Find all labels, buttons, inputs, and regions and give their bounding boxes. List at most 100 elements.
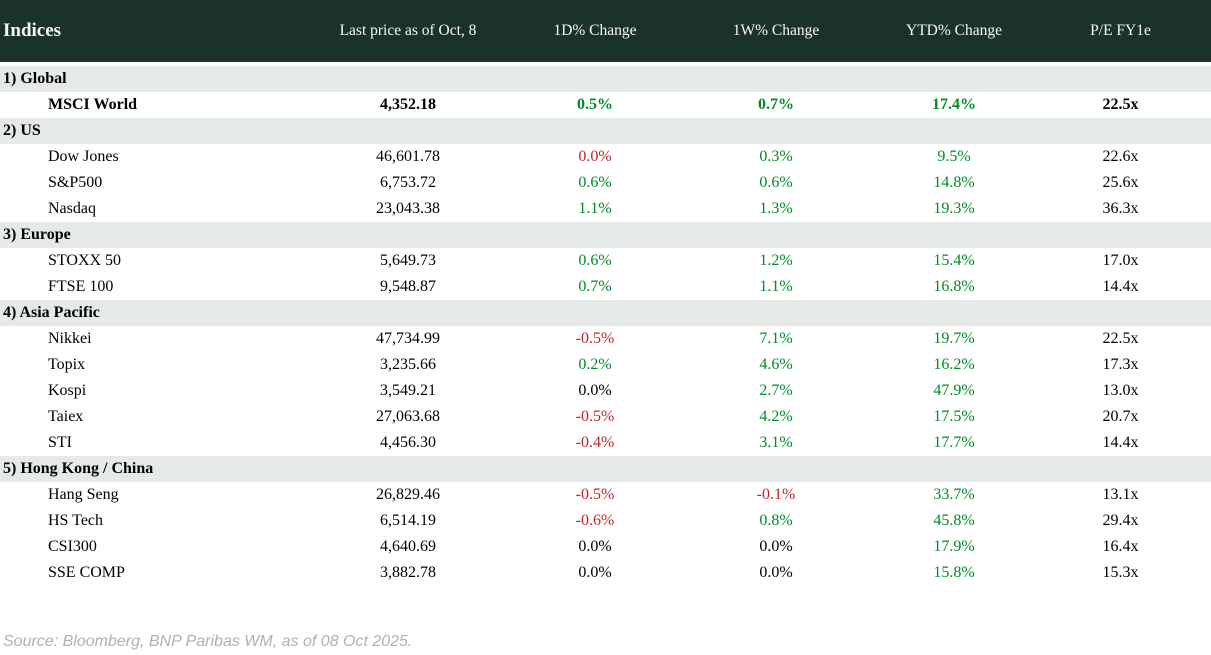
change-1w: 0.0% [759, 564, 793, 581]
change-ytd: 17.4% [932, 96, 976, 113]
change-ytd: 19.3% [933, 200, 975, 217]
index-name: STOXX 50 [48, 252, 122, 269]
change-1d: 0.6% [578, 252, 612, 269]
change-1d: -0.4% [575, 434, 615, 451]
pe-fy1e: 17.0x [1102, 252, 1139, 269]
table-row: Taiex 27,063.68 -0.5% 4.2% 17.5% 20.7x [0, 404, 1211, 430]
table-row: Nasdaq 23,043.38 1.1% 1.3% 19.3% 36.3x [0, 196, 1211, 222]
last-price: 4,456.30 [380, 434, 436, 451]
last-price: 3,549.21 [380, 382, 436, 399]
table-row: STOXX 50 5,649.73 0.6% 1.2% 15.4% 17.0x [0, 248, 1211, 274]
change-1w: 2.7% [759, 382, 793, 399]
change-ytd: 17.9% [933, 538, 975, 555]
last-price: 46,601.78 [376, 148, 440, 165]
table-row: CSI300 4,640.69 0.0% 0.0% 17.9% 16.4x [0, 534, 1211, 560]
change-1w: 1.2% [759, 252, 793, 269]
index-name: Nikkei [48, 330, 92, 347]
index-name: S&P500 [48, 174, 103, 191]
pe-fy1e: 25.6x [1102, 174, 1139, 191]
index-name: Hang Seng [48, 486, 119, 503]
last-price: 47,734.99 [376, 330, 440, 347]
change-ytd: 16.2% [933, 356, 975, 373]
pe-fy1e: 17.3x [1102, 356, 1139, 373]
change-ytd: 19.7% [933, 330, 975, 347]
table-row: Nikkei 47,734.99 -0.5% 7.1% 19.7% 22.5x [0, 326, 1211, 352]
pe-fy1e: 16.4x [1102, 538, 1139, 555]
change-1w: 0.7% [758, 96, 794, 113]
last-price: 6,753.72 [380, 174, 436, 191]
index-name: Dow Jones [48, 148, 119, 165]
index-name: SSE COMP [48, 564, 125, 581]
index-name: Kospi [48, 382, 87, 399]
pe-fy1e: 22.5x [1102, 330, 1139, 347]
change-ytd: 9.5% [937, 148, 971, 165]
change-1d: 0.6% [578, 174, 612, 191]
change-1w: 4.6% [759, 356, 793, 373]
column-header-pe-fy1e: P/E FY1e [1090, 22, 1151, 39]
last-price: 4,640.69 [380, 538, 436, 555]
table-title: Indices [3, 20, 62, 41]
pe-fy1e: 14.4x [1102, 434, 1139, 451]
column-header-1w-change: 1W% Change [732, 22, 820, 39]
last-price: 9,548.87 [380, 278, 436, 295]
change-1w: 4.2% [759, 408, 793, 425]
column-header-1d-change: 1D% Change [553, 22, 637, 39]
change-1w: 7.1% [759, 330, 793, 347]
last-price: 5,649.73 [380, 252, 436, 269]
table-row: Topix 3,235.66 0.2% 4.6% 16.2% 17.3x [0, 352, 1211, 378]
table-row: S&P500 6,753.72 0.6% 0.6% 14.8% 25.6x [0, 170, 1211, 196]
pe-fy1e: 13.0x [1102, 382, 1139, 399]
pe-fy1e: 22.5x [1102, 96, 1139, 113]
table-row: Dow Jones 46,601.78 0.0% 0.3% 9.5% 22.6x [0, 144, 1211, 170]
pe-fy1e: 15.3x [1102, 564, 1139, 581]
change-ytd: 47.9% [933, 382, 975, 399]
change-1d: 0.2% [578, 356, 612, 373]
pe-fy1e: 20.7x [1102, 408, 1139, 425]
section-header-row: 2) US [0, 118, 1211, 144]
change-ytd: 14.8% [933, 174, 975, 191]
last-price: 27,063.68 [376, 408, 440, 425]
change-1d: -0.5% [575, 408, 615, 425]
change-1d: 0.7% [578, 278, 612, 295]
index-name: Taiex [48, 408, 84, 425]
last-price: 4,352.18 [380, 96, 436, 113]
change-1d: 0.0% [578, 538, 612, 555]
change-1w: -0.1% [756, 486, 796, 503]
table-row: Hang Seng 26,829.46 -0.5% -0.1% 33.7% 13.1x [0, 482, 1211, 508]
change-1w: 1.1% [759, 278, 793, 295]
index-name: CSI300 [48, 538, 97, 555]
section-header-row: 3) Europe [0, 222, 1211, 248]
last-price: 3,235.66 [380, 356, 436, 373]
change-1w: 0.3% [759, 148, 793, 165]
index-name: STI [48, 434, 72, 451]
section-header-row: 5) Hong Kong / China [0, 456, 1211, 482]
change-ytd: 15.4% [933, 252, 975, 269]
change-1d: 0.5% [577, 96, 613, 113]
table-row: Kospi 3,549.21 0.0% 2.7% 47.9% 13.0x [0, 378, 1211, 404]
table-row: MSCI World 4,352.18 0.5% 0.7% 17.4% 22.5x [0, 92, 1211, 118]
change-1d: 0.0% [578, 148, 612, 165]
change-1d: 1.1% [578, 200, 612, 217]
table-row: SSE COMP 3,882.78 0.0% 0.0% 15.8% 15.3x [0, 560, 1211, 586]
pe-fy1e: 14.4x [1102, 278, 1139, 295]
last-price: 23,043.38 [376, 200, 440, 217]
table-body: 1) Global MSCI World 4,352.18 0.5% 0.7% 17.4%… [0, 66, 1211, 586]
section-header-row: 4) Asia Pacific [0, 300, 1211, 326]
section-header-row: 1) Global [0, 66, 1211, 92]
change-1w: 1.3% [759, 200, 793, 217]
index-name: FTSE 100 [48, 278, 114, 295]
index-name: HS Tech [48, 512, 104, 529]
pe-fy1e: 22.6x [1102, 148, 1139, 165]
change-ytd: 17.5% [933, 408, 975, 425]
change-1d: -0.5% [575, 486, 615, 503]
change-1w: 0.0% [759, 538, 793, 555]
change-1w: 0.6% [759, 174, 793, 191]
column-header-last-price: Last price as of Oct, 8 [339, 22, 477, 39]
index-name: MSCI World [48, 96, 138, 113]
change-1w: 0.8% [759, 512, 793, 529]
table-row: FTSE 100 9,548.87 0.7% 1.1% 16.8% 14.4x [0, 274, 1211, 300]
change-1d: 0.0% [578, 564, 612, 581]
change-ytd: 17.7% [933, 434, 975, 451]
source-note: Source: Bloomberg, BNP Paribas WM, as of… [3, 633, 413, 650]
